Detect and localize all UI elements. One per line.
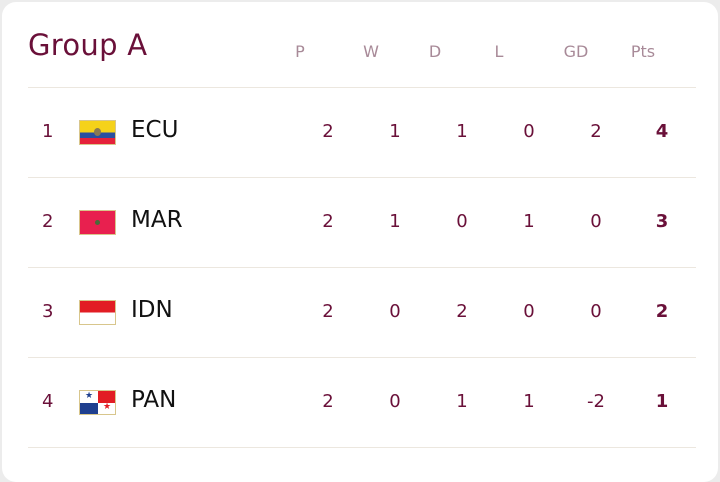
group-title: Group A (28, 28, 148, 62)
played: 2 (322, 211, 334, 232)
rank: 4 (42, 391, 54, 412)
column-header-goal-difference: GD (563, 42, 589, 61)
column-header-played: P (295, 42, 305, 61)
won: 1 (389, 211, 401, 232)
won: 0 (389, 301, 401, 322)
morocco-flag-icon (79, 210, 116, 235)
drawn: 1 (456, 391, 468, 412)
rank: 2 (42, 211, 54, 232)
divider (28, 177, 696, 178)
table-row[interactable]: 1 ECU 2 1 1 0 2 4 (2, 88, 720, 178)
table-row[interactable]: 4 ★ ★ PAN 2 0 1 1 -2 1 (2, 358, 720, 448)
column-header-won: W (363, 42, 379, 61)
table-row[interactable]: 2 MAR 2 1 0 1 0 3 (2, 178, 720, 268)
points: 3 (655, 211, 669, 232)
drawn: 0 (456, 211, 468, 232)
table-row[interactable]: 3 IDN 2 0 2 0 0 2 (2, 268, 720, 358)
team-name[interactable]: ECU (131, 117, 179, 143)
divider (28, 357, 696, 358)
points: 1 (655, 391, 669, 412)
column-header-points: Pts (630, 42, 656, 61)
goal-difference: 2 (590, 121, 602, 142)
lost: 1 (523, 211, 535, 232)
won: 1 (389, 121, 401, 142)
team-name[interactable]: PAN (131, 387, 177, 413)
divider (28, 87, 696, 88)
goal-difference: 0 (590, 211, 602, 232)
divider (28, 447, 696, 448)
divider (28, 267, 696, 268)
played: 2 (322, 391, 334, 412)
lost: 0 (523, 301, 535, 322)
points: 4 (655, 121, 669, 142)
indonesia-flag-icon (79, 300, 116, 325)
column-header-drawn: D (428, 42, 442, 61)
lost: 1 (523, 391, 535, 412)
played: 2 (322, 301, 334, 322)
points: 2 (655, 301, 669, 322)
panama-flag-icon: ★ ★ (79, 390, 116, 415)
played: 2 (322, 121, 334, 142)
drawn: 1 (456, 121, 468, 142)
rank: 3 (42, 301, 54, 322)
goal-difference: 0 (590, 301, 602, 322)
rank: 1 (42, 121, 54, 142)
lost: 0 (523, 121, 535, 142)
drawn: 2 (456, 301, 468, 322)
team-name[interactable]: MAR (131, 207, 183, 233)
team-name[interactable]: IDN (131, 297, 173, 323)
goal-difference: -2 (587, 391, 605, 412)
ecuador-flag-icon (79, 120, 116, 145)
column-header-lost: L (494, 42, 504, 61)
won: 0 (389, 391, 401, 412)
